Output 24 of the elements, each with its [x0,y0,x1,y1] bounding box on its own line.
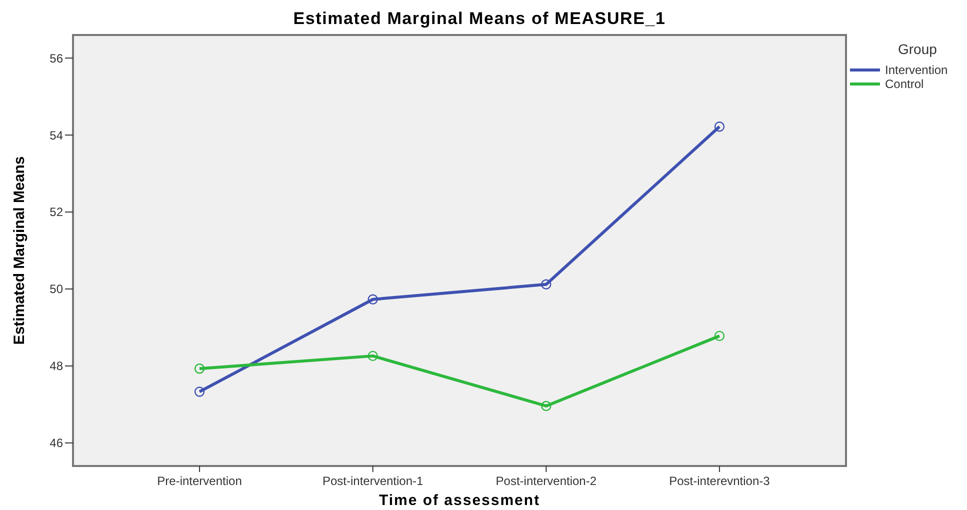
y-axis-title: Estimated Marginal Means [11,156,28,345]
y-tick-label: 52 [50,205,64,220]
legend-label: Control [885,77,924,92]
x-tick-label: Post-interevntion-3 [669,474,770,488]
point [541,400,552,412]
y-tick-label: 46 [50,436,64,450]
point [714,330,725,342]
legend-label: Intervention [885,63,948,78]
point [368,350,378,362]
y-tick-label: 50 [50,282,64,296]
point [368,294,378,304]
x-tick-label: Post-intervention-2 [496,474,597,488]
y-tick-label: 48 [50,359,64,374]
point [541,279,552,290]
point [714,121,725,132]
point [194,386,205,397]
legend-title: Group [898,41,938,57]
x-tick-label: Post-intervention-1 [322,474,424,488]
y-tick-label: 56 [50,51,64,66]
y-tick-label: 54 [50,128,64,142]
chart-title: Estimated Marginal Means of MEASURE_1 [293,9,666,28]
point [194,364,205,374]
x-tick-label: Pre-intervention [157,474,242,488]
x-axis-title: Time of assessment [378,492,540,509]
